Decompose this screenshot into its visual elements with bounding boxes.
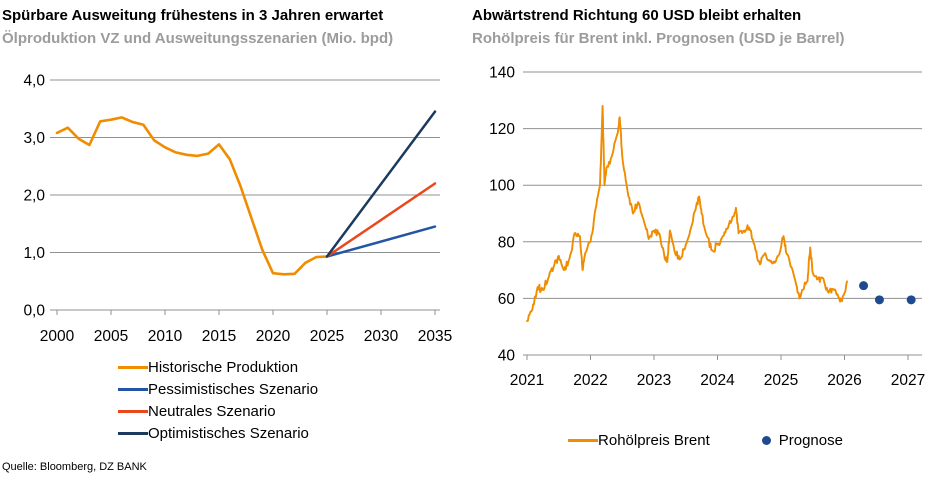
series-line-pessimistisches-szenario	[325, 225, 437, 258]
x-tick-label: 2023	[637, 372, 671, 389]
x-tick-label: 2035	[418, 328, 452, 345]
legend-item: Neutrales Szenario	[118, 401, 318, 422]
chart-title: Spürbare Ausweitung frühestens in 3 Jahr…	[2, 7, 384, 24]
legend-line-swatch	[118, 366, 148, 369]
forecast-dot	[874, 295, 884, 305]
x-tick-label: 2015	[202, 328, 236, 345]
y-tick-label: 140	[489, 65, 515, 82]
x-tick-label: 2010	[148, 328, 183, 345]
series-line-rohölpreis-brent	[526, 105, 848, 322]
legend-label: Historische Produktion	[148, 359, 299, 376]
series-line-optimistisches-szenario	[325, 110, 437, 258]
legend-item: Historische Produktion	[118, 357, 318, 378]
y-tick-label: 2,0	[23, 188, 45, 205]
x-tick-label: 2022	[573, 372, 607, 389]
x-tick-label: 2000	[40, 328, 75, 345]
brent-price-legend: Rohölpreis Brent Prognose	[470, 430, 941, 451]
chart-title: Abwärtstrend Richtung 60 USD bleibt erha…	[472, 7, 802, 24]
legend-line-swatch	[118, 432, 148, 435]
y-tick-label: 0,0	[23, 303, 45, 320]
brent-price-plot: 40 60 80 100 120 140 2021 2022 2023 2024 2025 2026 2…	[489, 65, 925, 390]
x-tick-label: 2024	[700, 372, 735, 389]
y-tick-label: 60	[498, 291, 516, 308]
legend-label: Neutrales Szenario	[148, 403, 276, 420]
legend-item: Pessimistisches Szenario	[118, 379, 318, 400]
x-tick-label: 2030	[364, 328, 399, 345]
source-note: Quelle: Bloomberg, DZ BANK	[2, 461, 147, 473]
x-tick-label: 2020	[256, 328, 291, 345]
series-line-historische-produktion	[55, 116, 329, 276]
x-tick-label: 2025	[764, 372, 798, 389]
x-tick-label: 2025	[310, 328, 344, 345]
y-tick-label: 80	[498, 234, 516, 251]
legend-dot-swatch	[761, 436, 771, 445]
legend-item: Optimistisches Szenario	[118, 423, 318, 444]
legend-line-swatch	[118, 410, 148, 413]
chart-oil-production-scenarios: Spürbare Ausweitung frühestens in 3 Jahr…	[0, 0, 470, 493]
legend-label: Prognose	[778, 432, 843, 449]
chart-subtitle: Rohölpreis für Brent inkl. Prognosen (US…	[472, 30, 845, 47]
y-tick-label: 100	[489, 178, 515, 195]
chart-brent-price-forecast: Abwärtstrend Richtung 60 USD bleibt erha…	[470, 0, 941, 493]
legend-line-swatch	[568, 439, 599, 442]
legend-item: Prognose	[761, 430, 843, 451]
y-tick-label: 120	[489, 121, 515, 138]
chart-subtitle: Ölproduktion VZ und Ausweitungsszenarien…	[2, 30, 394, 47]
y-tick-label: 1,0	[23, 245, 45, 262]
forecast-dot	[906, 295, 916, 305]
oil-production-plot: 0,0 1,0 2,0 3,0 4,0 2000 2005 2010 2015 2020 2025 2…	[23, 73, 452, 346]
x-tick-label: 2021	[510, 372, 544, 389]
series-line-neutrales-szenario	[325, 182, 437, 258]
legend-label: Optimistisches Szenario	[148, 425, 309, 442]
x-tick-label: 2026	[827, 372, 861, 389]
x-tick-label: 2005	[94, 328, 128, 345]
oil-production-legend: Historische Produktion Pessimistisches Sz…	[118, 357, 318, 444]
legend-line-swatch	[118, 388, 148, 391]
legend-item: Rohölpreis Brent	[568, 430, 710, 451]
x-tick-label: 2027	[891, 372, 925, 389]
legend-label: Pessimistisches Szenario	[148, 381, 319, 398]
forecast-dot	[859, 281, 869, 291]
y-tick-label: 40	[498, 348, 516, 365]
y-tick-label: 3,0	[23, 130, 45, 147]
legend-label: Rohölpreis Brent	[598, 432, 710, 449]
y-tick-label: 4,0	[23, 73, 45, 90]
